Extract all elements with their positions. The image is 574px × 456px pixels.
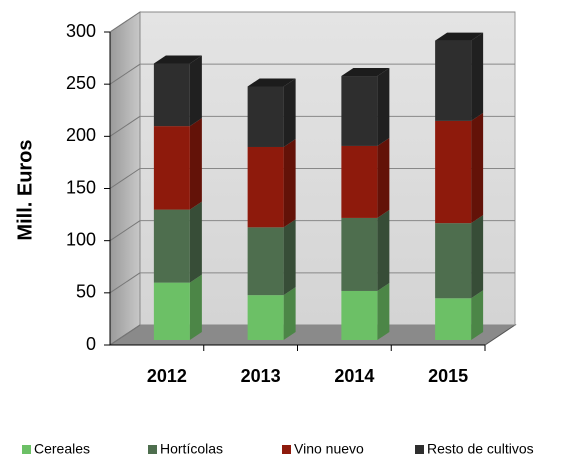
bar-side — [189, 201, 202, 283]
bar-side — [189, 55, 202, 127]
legend-label: Cereales — [34, 441, 90, 456]
x-tick-label: 2012 — [147, 366, 187, 386]
x-tick-label: 2014 — [334, 366, 374, 386]
legend-label: Resto de cultivos — [427, 441, 534, 456]
bar — [247, 146, 284, 228]
grid-line-side — [109, 220, 141, 242]
bar-side — [189, 274, 202, 340]
grid-line-side — [109, 168, 141, 189]
legend-swatch — [282, 445, 291, 454]
bar-side — [377, 209, 390, 291]
grid-line-side — [109, 115, 141, 137]
y-axis-label: Mill. Euros — [14, 139, 36, 240]
bar — [435, 120, 472, 224]
bar-side — [283, 78, 296, 147]
y-tick-label: 200 — [66, 125, 96, 145]
bar-side — [471, 215, 484, 299]
y-tick-label: 250 — [66, 73, 96, 93]
bar — [153, 282, 190, 340]
bar-top — [153, 55, 202, 64]
bar — [153, 126, 190, 210]
legend-label: Vino nuevo — [294, 441, 364, 456]
y-tick-label: 0 — [86, 334, 96, 354]
bar — [435, 298, 472, 340]
bar-side — [189, 118, 202, 210]
x-tick-label: 2015 — [428, 366, 468, 386]
x-tick-label: 2013 — [241, 366, 281, 386]
bar-side — [471, 112, 484, 224]
bars — [153, 32, 484, 340]
bar-side — [377, 137, 390, 218]
legend-swatch — [22, 445, 31, 454]
y-tick-label: 50 — [76, 282, 96, 302]
bar — [435, 40, 472, 121]
bar — [341, 217, 378, 291]
bar — [341, 145, 378, 218]
bar-top — [435, 32, 484, 41]
grid-line-side — [109, 324, 141, 346]
bar — [247, 86, 284, 147]
grid-line-side — [109, 11, 141, 33]
grid-line-side — [109, 63, 141, 85]
bar — [247, 227, 284, 296]
bar-top — [341, 68, 390, 77]
y-tick-label: 150 — [66, 177, 96, 197]
bar-side — [471, 290, 484, 340]
grid-line-side — [109, 272, 141, 294]
bar-side — [283, 138, 296, 228]
bar-side — [283, 219, 296, 296]
bar-side — [377, 282, 390, 340]
y-tick-label: 100 — [66, 229, 96, 249]
bar — [247, 295, 284, 340]
bar-side — [471, 32, 484, 121]
bar — [153, 209, 190, 283]
bar-top — [247, 78, 296, 87]
bar — [153, 63, 190, 127]
bar-side — [283, 287, 296, 340]
legend-label: Hortícolas — [160, 441, 223, 456]
bar — [341, 76, 378, 146]
bar — [341, 290, 378, 340]
legend-swatch — [148, 445, 157, 454]
bar — [435, 223, 472, 299]
y-tick-label: 300 — [66, 21, 96, 41]
bar-side — [377, 68, 390, 146]
legend-swatch — [415, 445, 424, 454]
